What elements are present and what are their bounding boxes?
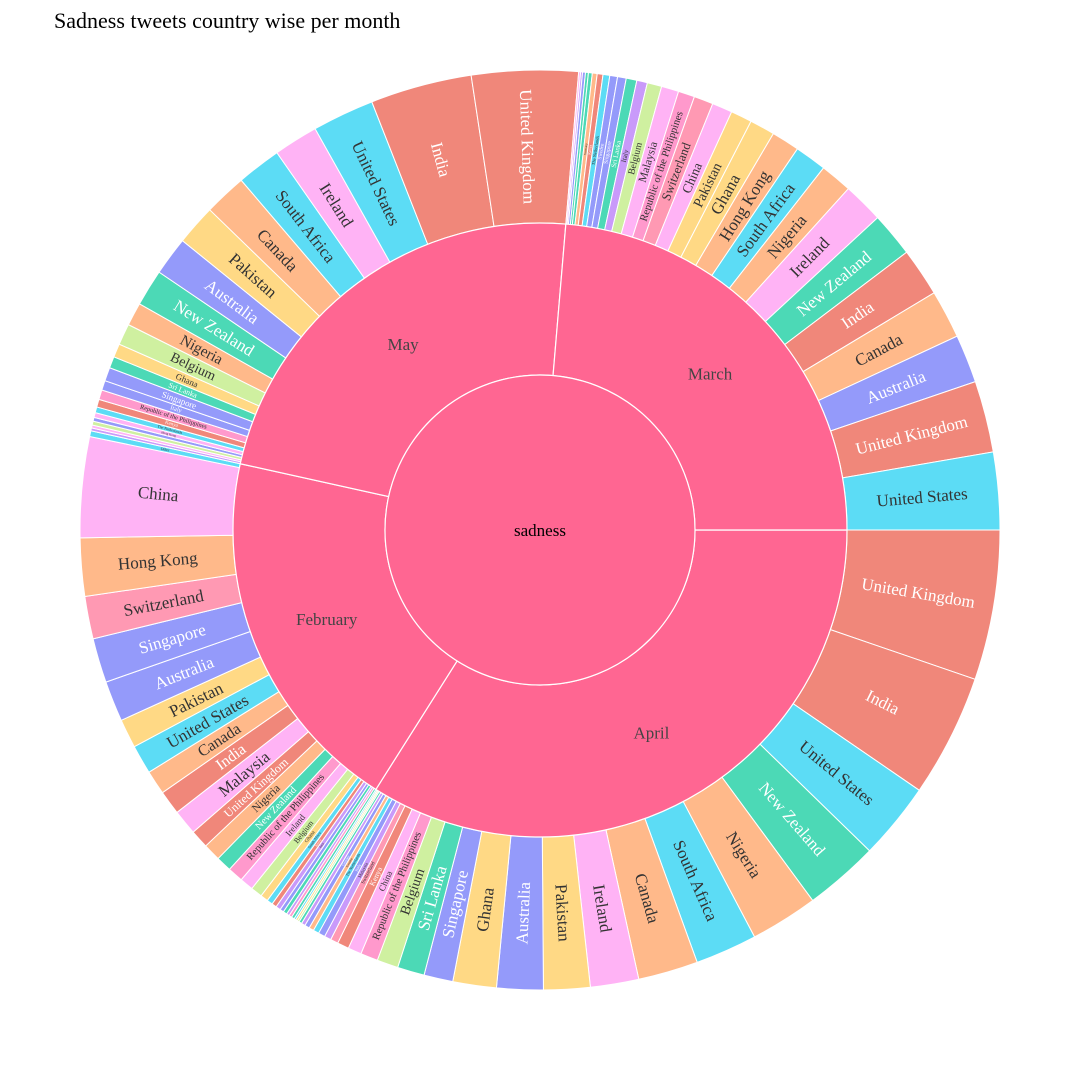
country-label-march-sweden: Sweden [597,143,606,160]
month-label-april: April [633,723,669,742]
country-label-march-germany: Germany [583,143,588,156]
country-label-march-kenya: Kenya [588,144,593,155]
root-labels: sadness [514,521,566,540]
chart-title: Sadness tweets country wise per month [54,8,401,33]
country-label-march-the-netherlands: The Netherlands [591,135,600,165]
country-label-may-kenya: Kenya [164,420,179,430]
country-label-may-the-netherlands: The Netherlands [157,425,183,436]
country-label-february-china: China [137,483,180,506]
country-label-april-malaysia: Malaysia [357,862,369,879]
country-label-march-italy: Italy [620,148,631,163]
country-label-april-australia: Australia [512,881,534,945]
country-label-may-italy: Italy [169,404,183,415]
country-label-april-germany: Germany [341,854,351,867]
country-label-march-singapore: Singapore [603,140,613,164]
root-ring [384,374,696,686]
country-label-april-sweden: Sweden [345,857,354,868]
month-labels: April February May March [296,335,733,742]
country-label-may-united-kingdom: United Kingdom [516,89,539,204]
country-label-february-italy: Italy [318,841,325,848]
root-sector[interactable] [384,374,696,686]
country-label-april-italy: Italy [354,862,363,872]
root-label: sadness [514,521,566,540]
country-ring [79,69,1001,991]
country-label-february-kenya: Kenya [314,838,322,848]
country-label-february-other: Other [160,447,170,453]
country-label-april-pakistan: Pakistan [551,884,573,943]
month-label-february: February [296,610,358,629]
month-ring [232,222,848,838]
month-label-march: March [688,365,733,384]
country-label-may-hong-kong: Hong Kong [161,430,177,438]
month-label-may: May [387,335,419,354]
